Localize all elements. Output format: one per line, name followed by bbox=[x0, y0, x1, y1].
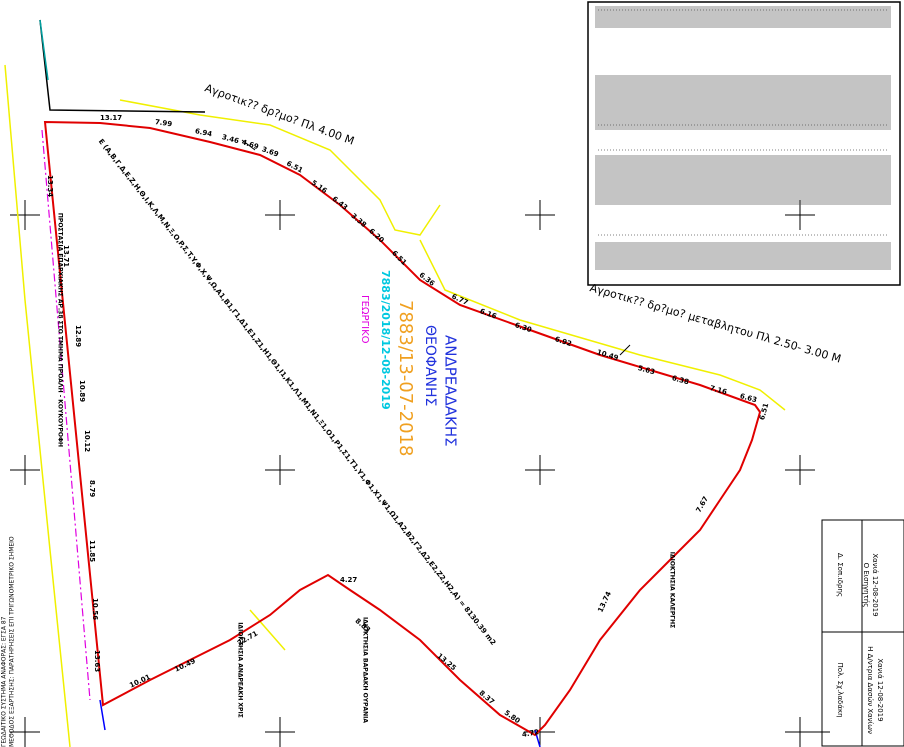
title-block-text: Χανιά 12-08-2019 bbox=[871, 553, 879, 616]
edge-length: 8.79 bbox=[88, 480, 96, 497]
neighbour-label: ΙΔΙΟΚΤΗΣΙΑ ΒΑΡΔΑΚΗ ΟΥΡΑΝΙΑ bbox=[362, 617, 369, 723]
owner-surname: ΑΝΔΡΕΑΔΑΚΗΣ bbox=[442, 335, 460, 447]
edge-length: 6.51 bbox=[758, 402, 770, 421]
edge-length: 6.92 bbox=[554, 335, 573, 348]
reference: 7883/2018/12-08-2019 bbox=[379, 270, 392, 410]
edge-length: 7.16 bbox=[709, 384, 728, 396]
edge-length: 13.25 bbox=[435, 652, 457, 672]
title-block-text: Πολ. Σχ.λαδάκη bbox=[836, 662, 844, 717]
road-edges bbox=[4, 64, 786, 747]
margin-note: ΓΕΩΔΑΙΤΙΚΟ ΣΥΣΤΗΜΑ ΑΝΑΦΟΡΑΣ: ΕΓΣΑ 87 bbox=[1, 616, 8, 747]
edge-length: 10.56 bbox=[91, 598, 99, 620]
survey-table bbox=[587, 1, 901, 286]
reference: 7883/13-07-2018 bbox=[395, 300, 416, 456]
title-block bbox=[821, 519, 904, 747]
edge-length: 10.89 bbox=[78, 380, 86, 402]
edge-length: 10.49 bbox=[173, 657, 197, 674]
neighbour-lines bbox=[39, 19, 631, 747]
edge-length: 5.63 bbox=[637, 364, 656, 376]
edge-length: 4.72 bbox=[521, 728, 540, 739]
edge-length: 10.01 bbox=[128, 673, 152, 690]
neighbour-label: ΙΔΙΟΚΤΗΣΙΑ ΚΑΛΕΡΓΗΣ bbox=[669, 552, 676, 628]
edge-length: 4.69 bbox=[241, 138, 260, 151]
parcel-boundary bbox=[43, 120, 762, 737]
margin-note: ΜΕΘΟΔΟΣ ΕΞΑΡΤΗΣΗΣ: ΠΑΡΑΤΗΡΗΣΕΙΣ ΕΠΙ ΤΡΙΓ… bbox=[9, 536, 16, 747]
neighbour-label: ΠΡΟΣΤΑΣΙΑ ΕΠΑΡΧΙΑΚΗΣ ΑΡ.38 ΣΤΟ ΤΜΗΜΑ ΠΡΟ… bbox=[57, 213, 64, 447]
crosshairs bbox=[10, 200, 830, 747]
edge-length: 13.17 bbox=[100, 114, 122, 122]
edge-length: 7.67 bbox=[695, 495, 711, 514]
edge-length: 3.46 bbox=[221, 133, 240, 145]
edge-length: 7.99 bbox=[154, 118, 172, 128]
edge-length: 10.49 bbox=[596, 348, 620, 362]
edge-length: 12.89 bbox=[74, 325, 82, 347]
edge-length: 13.63 bbox=[93, 650, 101, 672]
edge-length: 6.94 bbox=[194, 127, 213, 138]
edge-length: 10.12 bbox=[83, 430, 91, 452]
edge-length: 13.34 bbox=[46, 175, 54, 197]
edge-length: 11.85 bbox=[88, 540, 96, 562]
title-block-text: Δ. Σοπ.ιδρης bbox=[836, 553, 844, 597]
owner-name: ΘΕΟΦΑΝΗΣ bbox=[422, 325, 438, 406]
edge-length: 13.74 bbox=[596, 590, 613, 614]
road-label: Αγροτικ?? δρ?μο? μεταβλητου Πλ 2.50- 3.0… bbox=[588, 281, 842, 365]
title-block-text: Χανιά 12-08-2019 bbox=[876, 658, 884, 721]
edge-length: 13.71 bbox=[62, 245, 70, 267]
title-block-text: Η Δ/ντρια Δασών Χανίων bbox=[866, 646, 874, 734]
edge-length: 5.16 bbox=[310, 179, 329, 196]
land-use: ΓΕΩΡΓΙΚΟ bbox=[359, 295, 370, 344]
edge-length: 6.38 bbox=[671, 374, 690, 386]
title-block-text: Ο Εισηγητής bbox=[862, 563, 870, 608]
edge-length: 4.27 bbox=[340, 576, 357, 584]
neighbour-label: ΙΔΙΟΚΤΗΣΙΑ ΑΝΔΡΕΑΚΗ ΧΡΙΣ bbox=[237, 622, 244, 718]
